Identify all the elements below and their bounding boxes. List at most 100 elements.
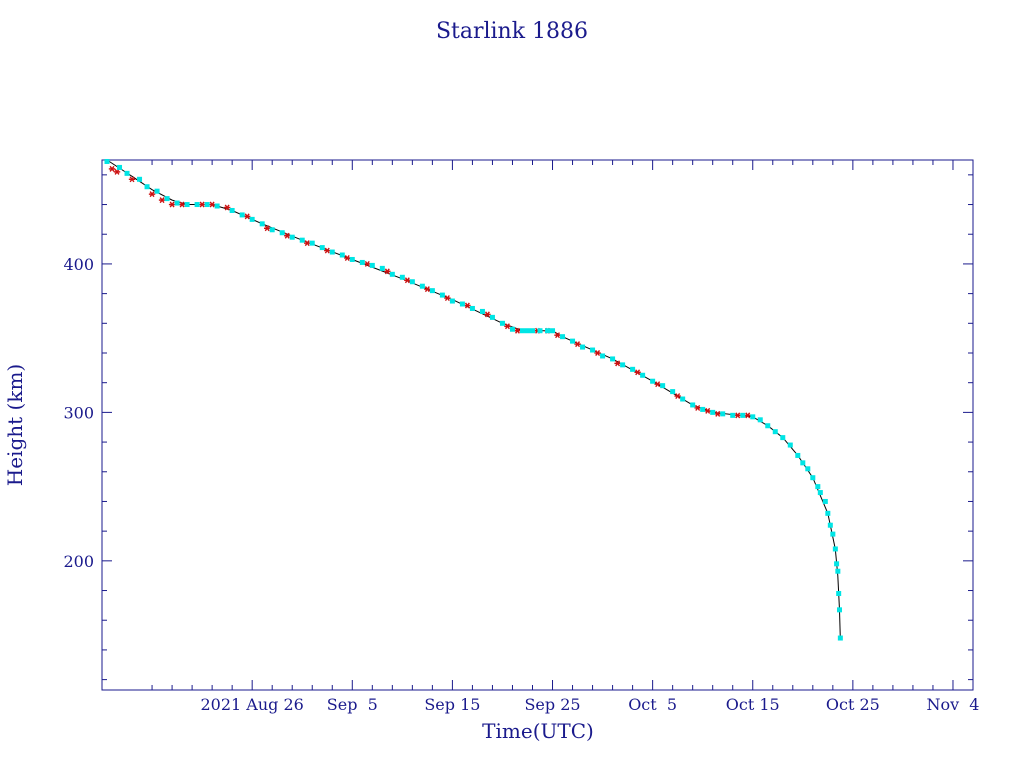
- y-axis-title: Height (km): [3, 364, 27, 486]
- square-point: [787, 442, 793, 448]
- square-point: [610, 356, 616, 362]
- square-point: [836, 591, 842, 597]
- x-tick-label: Sep 25: [524, 695, 580, 714]
- square-point: [815, 484, 821, 490]
- asterisk-point: [574, 341, 581, 348]
- square-point: [184, 202, 190, 208]
- x-tick-label: 2021 Aug 26: [200, 695, 303, 714]
- asterisk-point: [554, 332, 561, 339]
- asterisk-point: [744, 412, 751, 419]
- square-point: [349, 256, 355, 262]
- asterisk-stroke: [324, 247, 330, 254]
- asterisk-stroke: [129, 176, 135, 183]
- asterisk-point: [704, 407, 711, 414]
- square-point: [214, 203, 220, 209]
- asterisk-stroke: [284, 232, 290, 239]
- square-point: [409, 279, 415, 285]
- square-point: [194, 202, 200, 208]
- square-point: [319, 245, 325, 251]
- asterisk-stroke: [179, 201, 185, 208]
- data-points: [104, 158, 843, 641]
- asterisk-stroke: [149, 191, 155, 198]
- asterisk-point: [654, 381, 661, 388]
- square-point: [239, 212, 245, 218]
- square-point: [795, 452, 801, 458]
- asterisk-point: [424, 286, 431, 293]
- asterisk-point: [464, 302, 471, 309]
- square-point: [329, 249, 335, 255]
- asterisk-stroke: [675, 393, 681, 400]
- asterisk-stroke: [615, 360, 621, 367]
- fit-curve: [106, 159, 841, 639]
- asterisk-stroke: [304, 240, 310, 247]
- asterisk-point: [484, 311, 491, 318]
- x-tick-label: Oct 15: [726, 695, 780, 714]
- square-point: [459, 301, 465, 307]
- square-point: [399, 274, 405, 280]
- x-tick-label: Nov 4: [926, 695, 979, 714]
- x-tick-label: Sep 15: [424, 695, 480, 714]
- square-point: [832, 546, 838, 552]
- square-point: [529, 328, 535, 334]
- asterisk-point: [304, 240, 311, 247]
- square-point: [780, 435, 786, 441]
- asterisk-stroke: [404, 277, 410, 284]
- asterisk-point: [694, 404, 701, 411]
- square-point: [124, 170, 130, 176]
- square-point: [289, 234, 295, 240]
- square-point: [740, 412, 746, 418]
- asterisk-stroke: [244, 213, 250, 220]
- square-point: [545, 328, 551, 334]
- asterisk-point: [243, 213, 251, 220]
- square-point: [720, 411, 726, 417]
- y-tick-label: 200: [63, 552, 94, 571]
- square-point: [690, 402, 696, 408]
- square-point: [369, 262, 375, 268]
- square-point: [830, 531, 836, 537]
- axis-tick-labels: 2021 Aug 26 Sep 5 Sep 15 Sep 25 Oct 5 Oct 15 O…: [63, 255, 979, 714]
- square-point: [449, 298, 455, 304]
- asterisk-point: [178, 201, 186, 208]
- square-point: [117, 164, 123, 170]
- asterisk-stroke: [384, 268, 390, 275]
- square-point: [710, 409, 716, 415]
- asterisk-stroke: [344, 255, 350, 261]
- asterisk-point: [444, 295, 451, 302]
- square-point: [279, 230, 285, 236]
- asterisk-stroke: [715, 410, 721, 417]
- asterisk-point: [148, 191, 156, 198]
- asterisk-stroke: [199, 201, 205, 208]
- asterisk-point: [223, 204, 231, 211]
- asterisk-stroke: [169, 201, 175, 208]
- square-point: [670, 389, 676, 395]
- asterisk-stroke: [209, 201, 215, 208]
- asterisk-stroke: [655, 381, 661, 388]
- asterisk-point: [734, 412, 741, 419]
- square-point: [580, 344, 586, 350]
- square-point: [519, 328, 525, 334]
- asterisk-point: [514, 327, 521, 334]
- asterisk-stroke: [224, 204, 230, 211]
- square-point: [469, 305, 475, 311]
- square-point: [429, 288, 435, 294]
- x-tick-label: Oct 25: [826, 695, 880, 714]
- square-point: [104, 158, 110, 164]
- square-point: [164, 196, 170, 202]
- square-point: [269, 227, 275, 233]
- asterisk-stroke: [114, 168, 120, 175]
- asterisk-stroke: [484, 311, 490, 318]
- square-point: [154, 188, 160, 194]
- asterisk-point: [198, 201, 206, 208]
- square-point: [810, 475, 816, 481]
- x-axis-title: Time(UTC): [482, 719, 594, 743]
- asterisk-point: [263, 225, 271, 232]
- asterisk-stroke: [745, 412, 751, 419]
- square-point: [389, 271, 395, 277]
- asterisk-point: [108, 165, 116, 172]
- square-point: [537, 328, 543, 334]
- square-point: [419, 283, 425, 289]
- x-tick-label: Oct 5: [628, 695, 677, 714]
- asterisk-point: [324, 247, 331, 254]
- asterisk-point: [504, 323, 511, 330]
